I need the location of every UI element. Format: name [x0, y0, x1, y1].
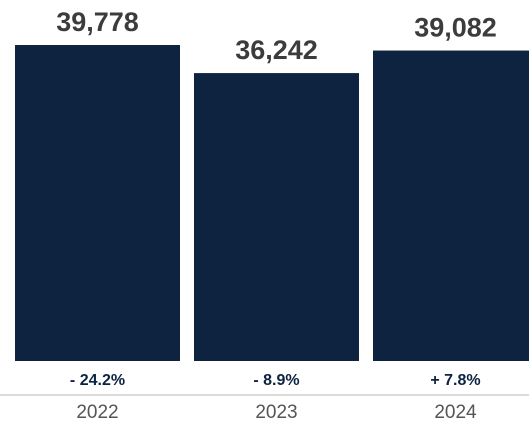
- value-label-2024: 39,082: [414, 13, 497, 43]
- change-label-2023: - 8.9%: [253, 372, 299, 389]
- bar-2022: [15, 45, 180, 361]
- change-labels-group: - 24.2% - 8.9% + 7.8%: [70, 372, 481, 389]
- value-label-2023: 36,242: [235, 35, 318, 65]
- value-label-2022: 39,778: [56, 7, 139, 37]
- x-tick-label-2024: 2024: [434, 402, 477, 423]
- x-tick-label-2022: 2022: [76, 402, 118, 423]
- bar-2023: [194, 73, 359, 361]
- change-label-2022: - 24.2%: [70, 372, 125, 389]
- change-label-2024: + 7.8%: [430, 372, 480, 389]
- value-labels-group: 39,778 36,242 39,082: [56, 7, 497, 65]
- x-tick-label-2023: 2023: [255, 402, 297, 423]
- x-tick-labels-group: 2022 2023 2024: [76, 402, 477, 423]
- bars-group: [15, 45, 529, 362]
- bar-2024: [373, 50, 529, 362]
